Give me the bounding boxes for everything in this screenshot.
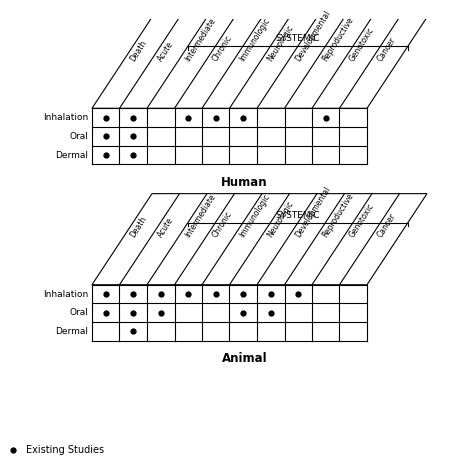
Text: Chronic: Chronic <box>210 33 234 63</box>
Text: Inhalation: Inhalation <box>43 290 88 299</box>
Text: Neurologic: Neurologic <box>265 199 295 239</box>
Text: Inhalation: Inhalation <box>43 113 88 122</box>
Text: Death: Death <box>128 215 148 239</box>
Polygon shape <box>92 193 427 285</box>
Text: Genotoxic: Genotoxic <box>348 26 376 63</box>
Text: Developmental: Developmental <box>293 185 332 239</box>
Text: Cancer: Cancer <box>375 212 398 239</box>
Text: Oral: Oral <box>69 132 88 141</box>
Text: SYSTEMIC: SYSTEMIC <box>275 34 320 44</box>
Text: Cancer: Cancer <box>375 35 398 63</box>
Text: SYSTEMIC: SYSTEMIC <box>275 211 320 220</box>
Text: Reproductive: Reproductive <box>320 15 356 63</box>
Text: Death: Death <box>128 38 148 63</box>
Text: Existing Studies: Existing Studies <box>26 445 104 455</box>
Text: Animal: Animal <box>222 352 267 365</box>
Text: Human: Human <box>221 176 268 189</box>
Text: Intermediate: Intermediate <box>183 193 217 239</box>
Text: Genotoxic: Genotoxic <box>348 202 376 239</box>
Text: Intermediate: Intermediate <box>183 16 217 63</box>
Text: Reproductive: Reproductive <box>320 192 356 239</box>
Text: Developmental: Developmental <box>293 8 332 63</box>
Text: Neurologic: Neurologic <box>265 23 295 63</box>
Polygon shape <box>92 17 427 108</box>
Text: Immunologic: Immunologic <box>238 16 272 63</box>
Text: Dermal: Dermal <box>55 151 88 159</box>
Text: Acute: Acute <box>155 40 175 63</box>
Text: Oral: Oral <box>69 308 88 317</box>
Text: Acute: Acute <box>155 216 175 239</box>
Text: Dermal: Dermal <box>55 327 88 336</box>
Text: Immunologic: Immunologic <box>238 193 272 239</box>
Text: Chronic: Chronic <box>210 210 234 239</box>
